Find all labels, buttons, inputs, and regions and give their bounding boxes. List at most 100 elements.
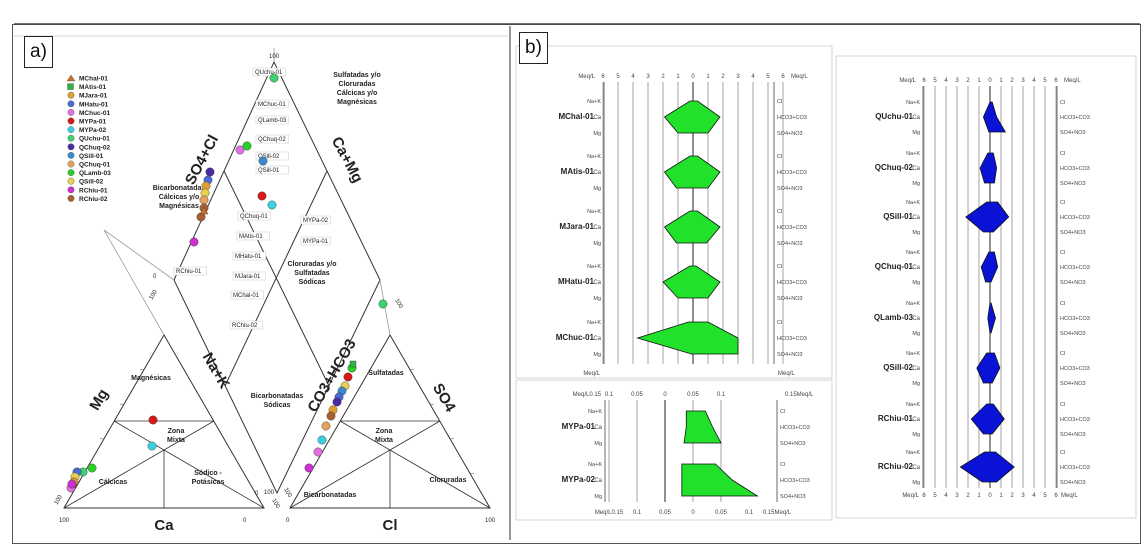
- panel-b-tag: b): [519, 32, 548, 64]
- stiff-axis-unit: Meq/L: [791, 74, 808, 80]
- stiff-ion-right: SO4+NO3: [1060, 432, 1086, 438]
- tick-an-mid: 100: [282, 487, 293, 499]
- stiff-axis-tick: 1: [999, 493, 1003, 499]
- stiff-ion-right: SO4+NO3: [780, 441, 806, 447]
- diamond-label-box: [255, 165, 289, 175]
- legend-marker-QSill-02: [67, 177, 75, 185]
- stiff-axis-tick: 6: [601, 74, 605, 80]
- stiff-axis-tick: 0.1: [633, 510, 642, 516]
- tick-cat-top: 100: [149, 289, 160, 301]
- diamond-label-QSill-02: QSill-02: [258, 154, 280, 160]
- facies-sulfatadas: Cálcicas y/o: [337, 90, 377, 97]
- stiff-ion-right: HCO3+CO3: [777, 170, 807, 176]
- stiff-polygon-MYPa-01: [683, 410, 722, 444]
- sample-point-matis: [349, 360, 357, 368]
- sample-point: [199, 195, 209, 205]
- stiff-ion-left: Na+K: [906, 250, 920, 256]
- stiff-box-2: [515, 379, 833, 521]
- stiff-ion-right: HCO3+CO3: [780, 425, 810, 431]
- stiff-axis-tick: 4: [944, 78, 948, 84]
- an-sub-5: [289, 449, 391, 509]
- stiff-axis-tick: 1: [977, 78, 981, 84]
- diamond-label-box: [230, 290, 264, 300]
- an-sub-4: [389, 420, 441, 451]
- axis-nak: Na+K: [199, 350, 233, 392]
- sample-point: [148, 415, 158, 425]
- stiff-axis-tick: 0: [691, 510, 695, 516]
- legend-label-QUchu-01: QUchu-01: [79, 136, 110, 143]
- stiff-axis-tick: 0.05: [687, 392, 699, 398]
- stiff-axis-tick: 4: [944, 493, 948, 499]
- tick-diamond-b: 100: [264, 490, 275, 496]
- stiff-ion-left: Ca: [593, 336, 601, 342]
- stiff-axis-tick: 3: [955, 78, 959, 84]
- sample-point: [269, 73, 279, 83]
- diamond-label-QLamb-03: QLamb-03: [258, 118, 287, 124]
- stiff-ion-left: Mg: [912, 130, 920, 136]
- facies-zona-mixta2: Mixta: [375, 437, 393, 444]
- stiff-sample-name-MYPa-01: MYPa-01: [562, 422, 596, 431]
- stiff-ion-left: Na+K: [906, 151, 920, 157]
- stiff-polygon-MHatu-01: [662, 265, 721, 299]
- diamond-label-MYPa-01: MYPa-01: [303, 239, 329, 245]
- tick-top: 100: [269, 54, 280, 60]
- diamond-label-MHatu-01: MHatu-01: [235, 254, 262, 260]
- stiff-sample-name-QUchu-01: QUchu-01: [875, 112, 913, 121]
- sample-point: [242, 141, 252, 151]
- legend-marker-RChiu-02: [67, 194, 75, 202]
- legend-marker-MJara-01: [67, 91, 75, 99]
- stiff-axis-tick: 0: [691, 74, 695, 80]
- stiff-ion-right: HCO3+CO3: [1060, 265, 1090, 271]
- sample-point: [258, 156, 268, 166]
- cat-sub-6: [163, 449, 265, 509]
- stiff-sample-name-MYPa-02: MYPa-02: [562, 475, 596, 484]
- stiff-axis-tick: 1: [999, 78, 1003, 84]
- legend-label-MChal-01: MChal-01: [79, 76, 108, 83]
- facies-zona-mixta: Zona: [168, 428, 185, 435]
- facies-bicarbonatadas: Bicarbonatadas: [304, 492, 357, 499]
- stiff-ion-left: Mg: [593, 131, 601, 137]
- stiff-axis-tick: 4: [751, 74, 755, 80]
- stiff-ion-right: HCO3+CO3: [777, 280, 807, 286]
- stiff-ion-right: HCO3+CO3: [777, 225, 807, 231]
- stiff-axis-tick: 2: [1010, 493, 1014, 499]
- diamond-label-box: [255, 151, 289, 161]
- sample-point: [189, 237, 199, 247]
- stiff-ion-right: Cl: [780, 409, 785, 415]
- legend-marker-MHatu-01: [67, 100, 75, 108]
- stiff-axis-tick: 0: [663, 392, 667, 398]
- stiff-polygon-RChiu-02: [959, 451, 1015, 483]
- stiff-axis-tick: 5: [766, 74, 770, 80]
- facies-clor-sod: Sulfatadas: [294, 270, 330, 277]
- stiff-ion-right: Cl: [777, 154, 782, 160]
- facies-sodico: Sódico -: [194, 470, 222, 477]
- sample-point: [317, 435, 327, 445]
- facies-cloruradas: Cloruradas: [430, 477, 467, 484]
- panel-a-tag: a): [24, 36, 53, 68]
- stiff-ion-left: Na+K: [587, 154, 601, 160]
- sample-point: [313, 447, 323, 457]
- stiff-axis-tick: 4: [1032, 78, 1036, 84]
- stiff-ion-left: Mg: [912, 181, 920, 187]
- tick-an-top: 100: [393, 298, 404, 310]
- stiff-axis-tick: 3: [1021, 493, 1025, 499]
- stiff-axis-tick: 1: [706, 74, 710, 80]
- stiff-sample-name-RChiu-01: RChiu-01: [878, 414, 914, 423]
- stiff-axis-tick: 5: [1043, 78, 1047, 84]
- sample-point: [343, 372, 353, 382]
- legend-label-QSill-02: QSill-02: [79, 179, 104, 186]
- stiff-axis-tick: 5: [1043, 493, 1047, 499]
- diamond-label-QChuq-02: QChuq-02: [258, 137, 286, 143]
- stiff-ion-left: Ca: [912, 465, 920, 471]
- tick-an-100: 100: [485, 518, 496, 524]
- stiff-sample-name-QChuq-01: QChuq-01: [875, 262, 914, 271]
- legend-label-MAtis-01: MAtis-01: [79, 84, 106, 91]
- legend-label-MYPa-02: MYPa-02: [79, 127, 106, 134]
- sample-point: [205, 167, 215, 177]
- stiff-ion-right: SO4+NO3: [777, 241, 803, 247]
- stiff-axis-unit: 0.15Meq/L: [785, 392, 814, 398]
- stiff-ion-right: SO4+NO3: [1060, 130, 1086, 136]
- diamond-label-box: [237, 211, 271, 221]
- stiff-box-1: [515, 45, 833, 379]
